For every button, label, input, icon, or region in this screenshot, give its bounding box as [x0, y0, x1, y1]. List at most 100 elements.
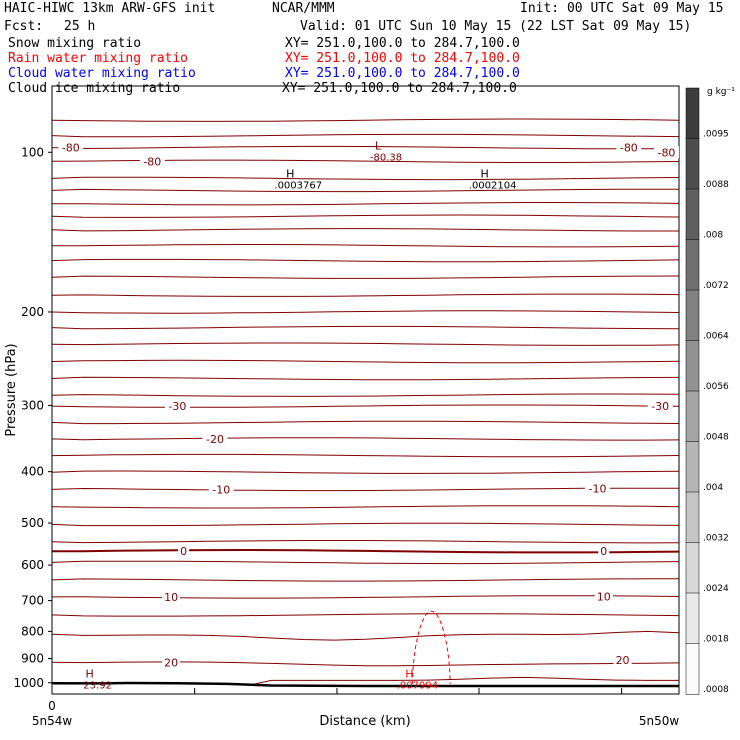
isotherm-12	[51, 293, 680, 297]
y-tick-label-800: 800	[21, 624, 44, 638]
field-name-snow: Snow mixing ratio	[8, 36, 142, 51]
field-xy-rain: XY= 251.0,100.0 to 284.7,100.0	[285, 51, 520, 66]
fcst-value: 25 h	[64, 19, 96, 34]
extremum-value-4: .007994	[397, 680, 438, 691]
contour-label-6: -20	[206, 433, 224, 446]
isotherm-4	[51, 176, 680, 181]
isotherm-32	[51, 613, 680, 617]
isotherm-14	[51, 325, 680, 330]
contour-label-bg-3	[653, 146, 679, 159]
y-tick-label-700: 700	[21, 594, 44, 608]
init-time: Init: 00 UTC Sat 09 May 15	[520, 1, 724, 16]
contour-label-3: -80	[657, 146, 675, 159]
colorbar-label-4: .0064	[703, 332, 729, 342]
colorbar-swatch-0	[685, 87, 700, 140]
isotherm-5	[51, 188, 680, 193]
isotherm-28	[52, 548, 680, 554]
colorbar-swatch-8	[685, 491, 700, 544]
isotherm-23	[51, 470, 680, 474]
contour-label-bg-10	[598, 544, 610, 557]
contour-label-13: 20	[164, 656, 178, 669]
isotherm-10	[51, 258, 680, 263]
contour-label-9: 0	[180, 545, 187, 558]
contour-label-2: -80	[620, 142, 638, 155]
y-tick-label-200: 200	[21, 305, 44, 319]
colorbar-swatch-9	[685, 542, 700, 594]
plot-title: HAIC-HIWC 13km ARW-GFS init	[4, 1, 216, 16]
contour-label-bg-4	[164, 400, 190, 413]
rain-contour	[412, 610, 451, 684]
x-axis-label: Distance (km)	[319, 714, 410, 729]
contour-label-bg-7	[208, 483, 234, 496]
isotherm-18	[51, 393, 680, 397]
contour-label-10: 0	[600, 545, 607, 558]
y-tick-label-600: 600	[21, 558, 44, 572]
x-right-location: 5n50w	[639, 714, 680, 728]
colorbar-label-8: .0032	[703, 534, 729, 544]
fcst-label: Fcst:	[4, 19, 44, 34]
colorbar-swatch-1	[685, 138, 700, 190]
contour-label-7: -10	[212, 483, 230, 496]
colorbar-swatch-2	[685, 188, 700, 241]
isotherm-1	[51, 133, 680, 138]
isotherm-8	[51, 228, 679, 232]
field-name-rain: Rain water mixing ratio	[8, 51, 189, 66]
contour-label-8: -10	[589, 482, 607, 495]
contour-label-0: -80	[62, 142, 80, 155]
extremum-symbol-2: H	[480, 167, 488, 180]
y-tick-label-500: 500	[21, 516, 44, 530]
colorbar-label-10: .0018	[703, 635, 729, 645]
isotherm-34	[51, 661, 680, 667]
colorbar-label-3: .0072	[703, 281, 729, 291]
colorbar-swatch-6	[685, 390, 700, 443]
extremum-value-3: 23.92	[83, 680, 112, 691]
colorbar-label-0: .0095	[703, 130, 729, 140]
colorbar-label-1: .0088	[703, 180, 729, 190]
x-axis	[51, 688, 623, 694]
isotherm-11	[51, 275, 680, 279]
terrain-surface	[51, 681, 679, 688]
colorbar-swatch-3	[685, 239, 700, 291]
y-axis: 100 200 300 400 500 600 700 800 900 1000	[13, 145, 52, 690]
colorbar-swatch-11	[685, 643, 700, 695]
isotherm-31	[51, 595, 680, 599]
isotherm-33	[51, 630, 680, 641]
isotherm-21	[51, 437, 680, 441]
extremum-symbol-3: H	[85, 667, 93, 680]
contour-label-bg-12	[594, 590, 613, 603]
isotherm-27	[51, 540, 680, 544]
isotherm-19	[51, 404, 680, 408]
colorbar-swatch-10	[685, 592, 700, 645]
isotherm-7	[51, 214, 680, 218]
isotherm-0	[51, 118, 680, 122]
isotherm-13	[51, 310, 680, 314]
y-axis-label: Pressure (hPa)	[4, 343, 19, 436]
field-xy-cloud-water: XY= 251.0,100.0 to 284.7,100.0	[285, 66, 520, 81]
isotherm-29	[51, 560, 680, 565]
extremum-symbol-0: L	[375, 139, 382, 152]
extremum-symbol-1: H	[286, 167, 294, 180]
x-left-location: 5n54w	[32, 714, 73, 728]
isotherm-35	[252, 676, 679, 685]
isotherm-20	[51, 420, 680, 425]
extremum-value-1: .0003767	[274, 180, 322, 191]
contour-label-bg-0	[58, 141, 84, 154]
extremum-value-2: .0002104	[469, 180, 517, 191]
contour-label-bg-9	[178, 545, 190, 558]
isotherm-2	[51, 145, 680, 150]
isotherm-26	[51, 522, 680, 527]
contour-label-1: -80	[143, 155, 161, 168]
terrain-line	[51, 681, 679, 688]
plot-frame	[51, 85, 680, 695]
isotherm-16	[51, 359, 680, 364]
contour-label-4: -30	[168, 400, 186, 413]
y-tick-label-900: 900	[21, 651, 44, 665]
isotherm-30	[51, 578, 679, 582]
temperature-contours	[51, 118, 680, 685]
contour-label-14: 20	[616, 654, 630, 667]
contour-label-bg-13	[162, 656, 181, 669]
extremum-value-0: -80.38	[370, 152, 402, 163]
y-tick-label-300: 300	[21, 398, 44, 412]
isotherm-15	[51, 342, 680, 346]
